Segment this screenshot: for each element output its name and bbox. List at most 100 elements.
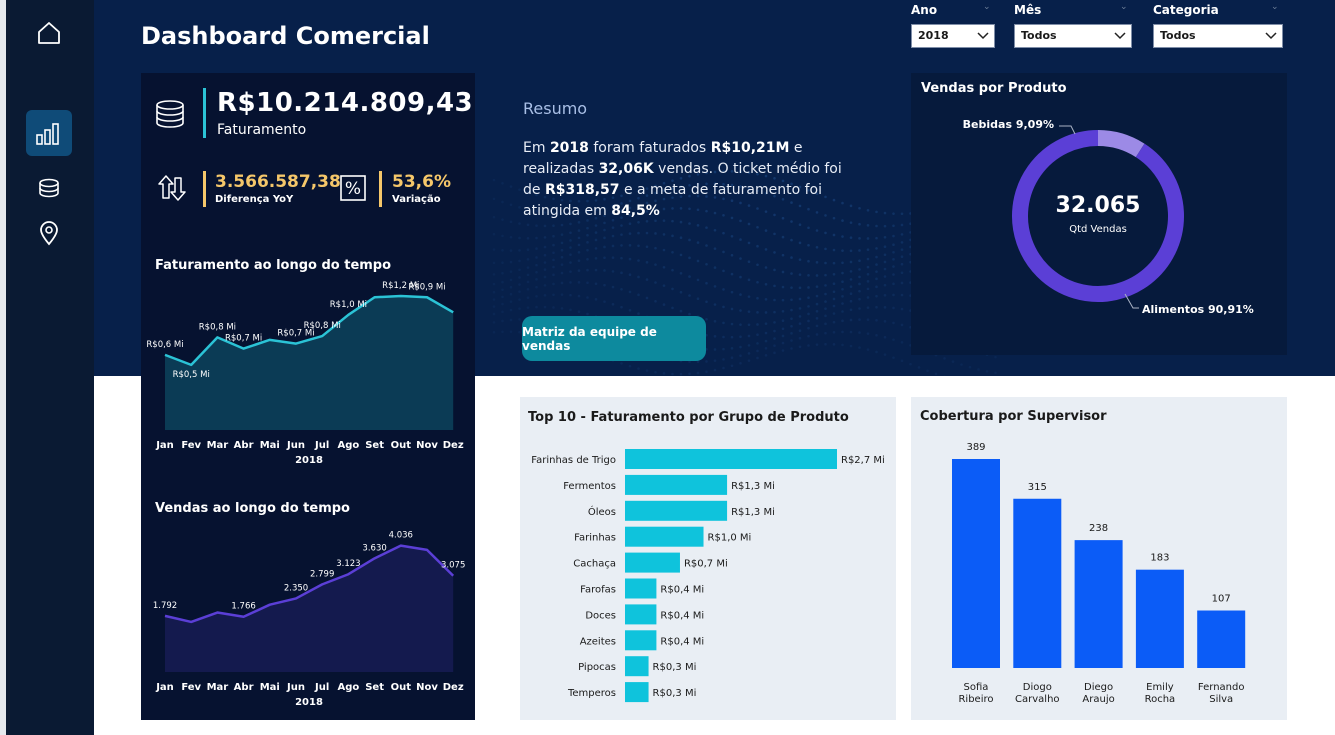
wave-dot [577,251,581,254]
wave-dot [773,177,776,180]
wave-dot [713,182,717,185]
wave-dot [773,329,776,333]
wave-dot [509,235,513,239]
wave-dot [858,237,861,240]
wave-dot [781,298,785,302]
wave-dot [526,258,530,261]
faturamento-label: Faturamento [217,122,307,138]
wave-dot [858,346,861,349]
wave-dot [594,298,598,301]
x-tick-label: Set [365,682,384,693]
wave-dot [841,261,844,265]
wave-dot [747,278,751,282]
map-page-button[interactable] [26,210,72,256]
slice-label: Alimentos 90,91% [1142,303,1254,316]
wave-dot [526,296,530,300]
wave-dot [552,273,555,277]
bar [1074,540,1123,668]
wave-dot [892,282,895,286]
resumo-title: Resumo [523,99,588,118]
y-tick-label: Óleos [588,505,616,518]
x-tick-label: Nov [416,682,438,693]
wave-dot [790,298,793,302]
wave-dot [518,259,521,263]
wave-dot [671,268,674,272]
wave-dot [824,284,827,287]
wave-dot [696,173,700,176]
wave-dot [883,353,887,356]
wave-dot [526,266,530,269]
wave-dot [815,302,819,306]
data-label: 3.123 [336,559,360,569]
x-tick-label: Fev [181,682,201,693]
wave-dot [603,245,606,249]
wave-dot [824,273,827,277]
wave-dot [713,211,717,215]
wave-dot [526,306,530,309]
wave-dot [705,281,708,285]
wave-dot [875,294,878,298]
wave-dot [620,209,623,212]
series-line [164,544,455,624]
wave-dot [543,305,547,309]
home-icon [38,22,60,44]
kpi-accent-bar [203,171,206,207]
variacao-value: 53,6% [392,172,451,192]
wave-dot [679,372,683,376]
wave-dot [849,308,853,312]
wave-dot [841,310,844,313]
wave-dot [849,236,853,239]
x-tick-label: Out [391,682,412,693]
wave-dot [875,350,878,354]
filter-value: Todos [1021,29,1057,42]
wave-dot [492,290,496,294]
finance-page-button[interactable] [26,166,72,212]
wave-dot [509,318,513,322]
filter-ano-dropdown[interactable]: 2018 [911,24,995,48]
donut-chart: 32.065 Qtd Vendas Bebidas 9,09% Alimentos 9… [963,118,1254,316]
wave-dot [552,197,555,201]
chevron-down-icon[interactable]: ⌄ [1271,2,1279,12]
wave-dot [679,236,683,239]
wave-dot [815,229,819,232]
wave-dot [900,223,904,227]
wave-dot [560,307,564,310]
wave-dot [756,356,759,360]
wave-dot [807,312,810,316]
wave-dot [560,223,564,227]
x-axis-label: 2018 [295,697,323,708]
wave-dot [866,318,870,321]
filter-categoria-dropdown[interactable]: Todos [1153,24,1283,48]
filter-mes-dropdown[interactable]: Todos [1014,24,1132,48]
wave-dot [739,354,742,358]
wave-dot [569,270,572,273]
wave-dot [628,257,632,261]
wave-dot [543,211,547,214]
wave-dot [841,287,844,291]
data-label: R$0,4 Mi [660,585,704,596]
matriz-equipe-button[interactable]: Matriz da equipe de vendas [522,316,706,361]
wave-dot [679,195,683,198]
filter-value: 2018 [918,29,949,42]
wave-dot [501,218,504,221]
wave-dot [509,249,513,252]
wave-dot [679,272,683,275]
data-label: 315 [1028,482,1047,493]
sales-page-button[interactable] [26,110,72,156]
x-tick-label: Sofia [964,682,989,693]
data-label: 3.630 [362,543,386,553]
chevron-down-icon[interactable]: ⌄ [1120,2,1128,12]
wave-dot [688,222,691,225]
wave-dot [662,372,666,375]
wave-dot [722,347,725,351]
home-button[interactable] [26,10,72,56]
wave-dot [798,322,802,325]
wave-dot [875,263,878,266]
data-label: 3.075 [441,561,465,571]
wave-dot [713,368,717,372]
data-label: R$1,0 Mi [708,533,752,544]
chevron-down-icon[interactable]: ⌄ [983,2,991,12]
wave-dot [841,302,844,305]
y-tick-label: Azeites [580,636,616,647]
wave-dot [662,248,666,252]
